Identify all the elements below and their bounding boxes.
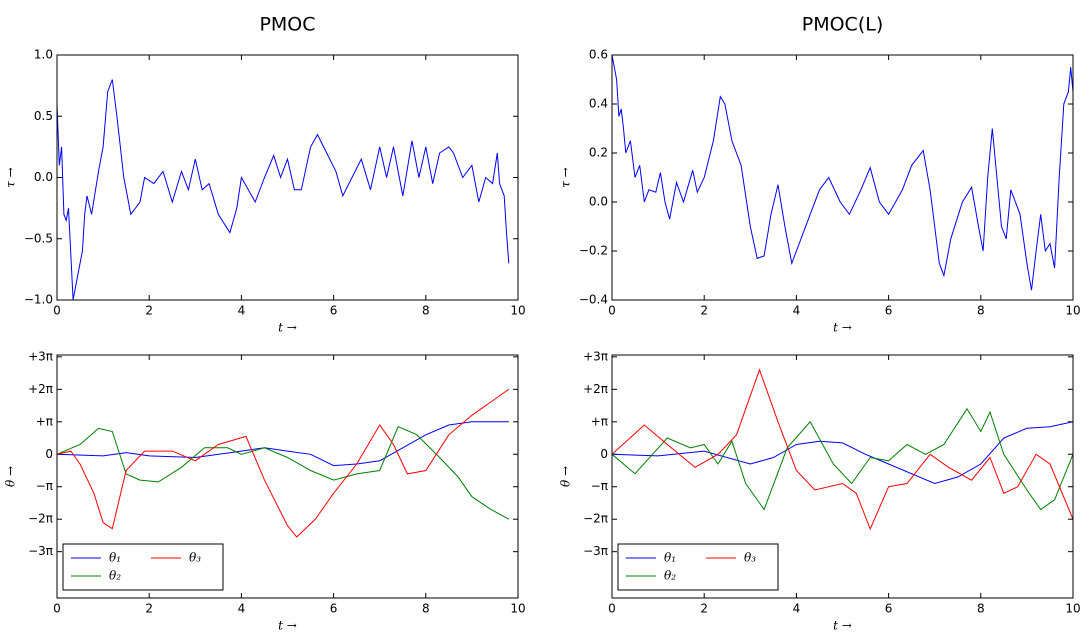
legend-label: θ₃ [744,551,756,565]
y-tick-label: −0.4 [579,293,608,307]
x-tick-label: 4 [238,602,246,616]
y-axis-label: θ → [4,466,18,487]
x-tick-label: 10 [1065,304,1080,318]
y-tick-label: +3π [583,349,608,363]
y-tick-label: 0.2 [589,146,608,160]
y-tick-label: 0.0 [589,195,608,209]
y-tick-label: 0.6 [589,48,608,62]
x-tick-label: 0 [608,602,616,616]
x-tick-label: 10 [1065,602,1080,616]
x-tick-label: 0 [53,602,61,616]
y-axis-label: τ → [559,167,573,188]
x-axis-label: t → [278,321,297,335]
x-tick-label: 6 [330,304,338,318]
y-tick-label: −0.5 [24,231,53,245]
data-line [57,426,510,520]
x-tick-label: 2 [700,602,708,616]
legend-label: θ₁ [664,551,676,565]
x-tick-label: 8 [422,304,430,318]
axes-frame [56,354,519,599]
x-tick-label: 10 [510,602,525,616]
y-tick-label: 0 [45,447,53,461]
x-tick-label: 6 [330,602,338,616]
legend-label: θ₂ [109,569,121,583]
x-tick-label: 8 [977,304,985,318]
data-line [612,368,1073,531]
y-tick-label: −2π [583,512,608,526]
x-tick-label: 4 [238,304,246,318]
y-tick-label: 0 [600,447,608,461]
chart-title: PMOC [259,14,315,36]
legend-label: θ₂ [664,569,676,583]
y-tick-label: −3π [28,544,53,558]
legend-label: θ₁ [109,551,121,565]
x-tick-label: 6 [885,602,893,616]
y-tick-label: +3π [28,349,53,363]
data-line [612,421,1073,485]
x-tick-label: 2 [145,304,153,318]
y-tick-label: −π [36,479,53,493]
x-tick-label: 10 [510,304,525,318]
data-line [57,79,510,300]
x-tick-label: 8 [422,602,430,616]
y-tick-label: +2π [583,382,608,396]
axes-frame [611,54,1074,301]
y-tick-label: −2π [28,512,53,526]
y-tick-label: 0.4 [589,97,608,111]
y-axis-label: θ → [559,466,573,487]
x-tick-label: 2 [145,602,153,616]
x-tick-label: 8 [977,602,985,616]
y-tick-label: +π [591,414,608,428]
x-tick-label: 4 [793,304,801,318]
y-tick-label: +2π [28,382,53,396]
axes-frame [611,354,1074,599]
y-tick-label: −3π [583,544,608,558]
data-line [57,388,510,538]
legend-label: θ₃ [189,551,201,565]
y-tick-label: +π [36,414,53,428]
legend-box [62,543,224,591]
data-line [612,55,1073,291]
y-tick-label: 0.5 [34,109,53,123]
y-tick-label: 0.0 [34,170,53,184]
y-tick-label: 1.0 [34,48,53,62]
x-axis-label: t → [278,619,297,633]
axes-frame [56,54,519,301]
x-tick-label: 4 [793,602,801,616]
y-tick-label: −π [591,479,608,493]
y-axis-label: τ → [4,167,18,188]
y-tick-label: −0.2 [579,244,608,258]
x-axis-label: t → [833,321,852,335]
data-line [612,407,1073,511]
x-axis-label: t → [833,619,852,633]
x-tick-label: 2 [700,304,708,318]
chart-title: PMOC(L) [802,14,883,36]
x-tick-label: 0 [53,304,61,318]
x-tick-label: 0 [608,304,616,318]
legend-box [617,543,779,591]
x-tick-label: 6 [885,304,893,318]
y-tick-label: −1.0 [24,293,53,307]
